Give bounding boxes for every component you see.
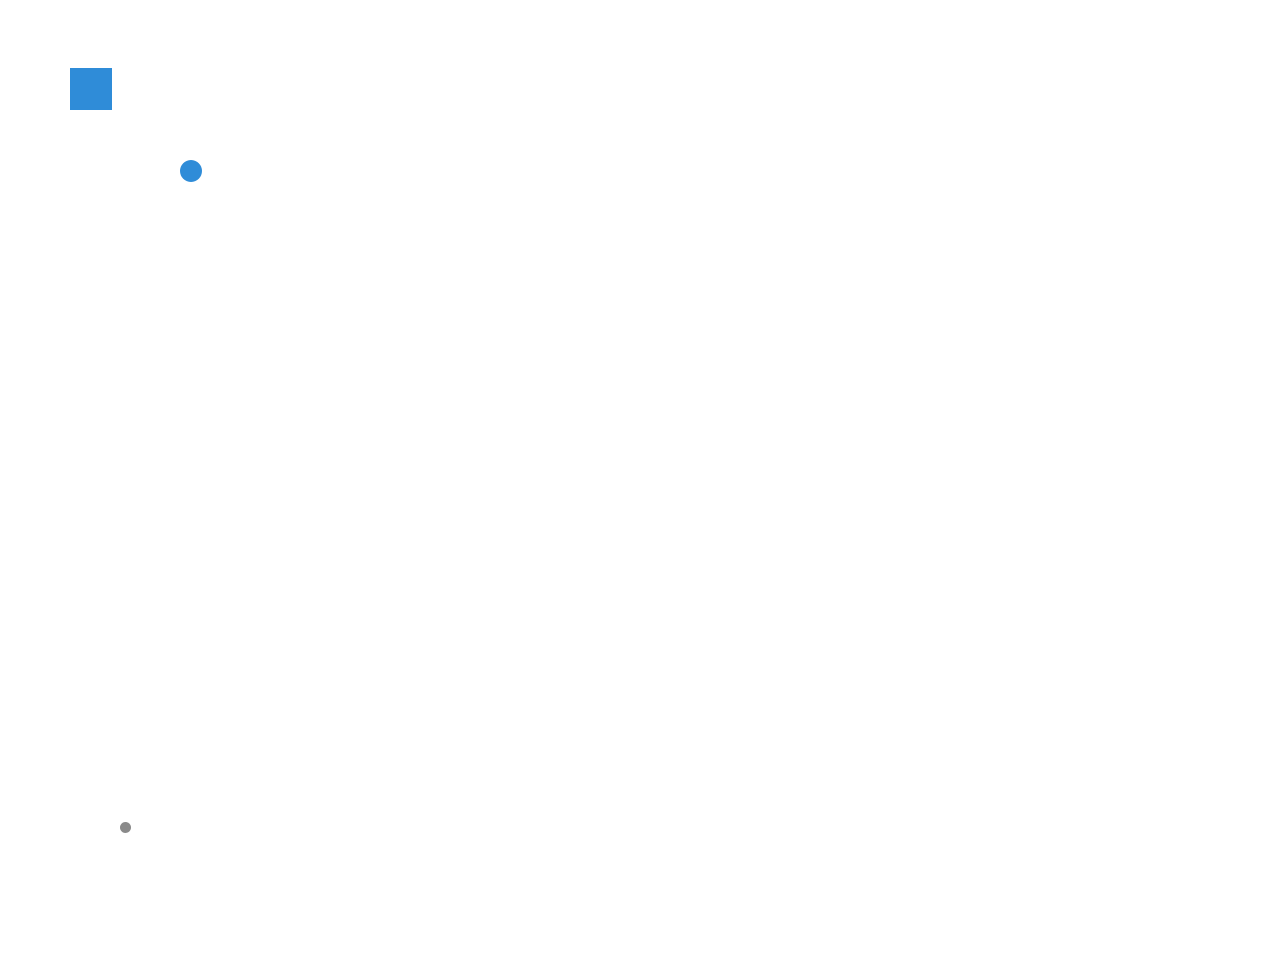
footnote-2 xyxy=(120,810,139,845)
footnotes xyxy=(120,810,139,845)
speed-torque-chart xyxy=(150,200,1110,720)
page xyxy=(0,0,1280,960)
footnote-bullet-icon xyxy=(120,822,131,833)
bullet-icon xyxy=(180,160,202,182)
chart-svg xyxy=(150,200,1110,720)
section-title xyxy=(70,68,118,110)
chart-subtitle xyxy=(180,160,212,182)
title-bullet-square-icon xyxy=(70,68,112,110)
